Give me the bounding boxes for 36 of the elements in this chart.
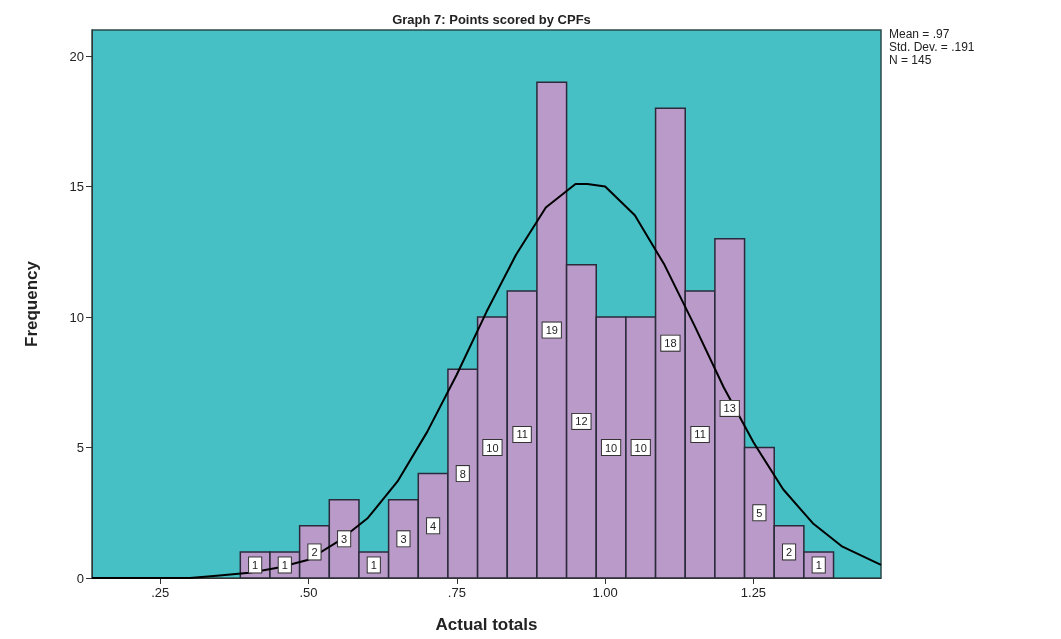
text: N = 145 [889,53,932,67]
data-label: 10 [604,441,618,454]
x-axis-title: Actual totals [435,615,538,634]
y-axis-title: Frequency [22,260,41,347]
chart-title: Graph 7: Points scored by CPFs [392,12,591,27]
data-label: 18 [664,337,677,350]
data-label: 8 [459,467,466,480]
data-label: 10 [634,441,647,454]
data-label: 3 [400,532,407,545]
y-tick-label: 10 [69,309,84,325]
data-label: 2 [311,545,318,558]
data-label: 11 [516,428,528,441]
data-label: 12 [575,415,588,428]
x-tick-label: .25 [151,585,170,600]
x-tick-label: 1.00 [592,585,618,600]
y-tick-label: 0 [76,570,84,586]
x-tick-label: .50 [299,585,318,600]
data-label: 1 [281,558,288,571]
y-tick-label: 5 [76,440,84,456]
data-label: 1 [252,558,259,571]
data-label: 19 [545,324,558,337]
text: Std. Dev. = .191 [889,40,975,54]
data-label: 2 [785,545,793,558]
data-label: 5 [756,506,763,519]
x-tick-label: .75 [447,585,466,600]
data-label: 1 [370,558,377,571]
data-label: 13 [723,402,736,415]
data-label: 3 [341,532,348,545]
data-label: 4 [430,519,437,532]
data-label: 1 [815,558,822,571]
data-label: 10 [486,441,499,454]
y-tick-label: 20 [69,48,84,64]
text: Mean = .97 [889,27,950,41]
x-tick-label: 1.25 [740,585,767,600]
y-tick-label: 15 [69,179,84,195]
data-label: 11 [694,428,706,441]
